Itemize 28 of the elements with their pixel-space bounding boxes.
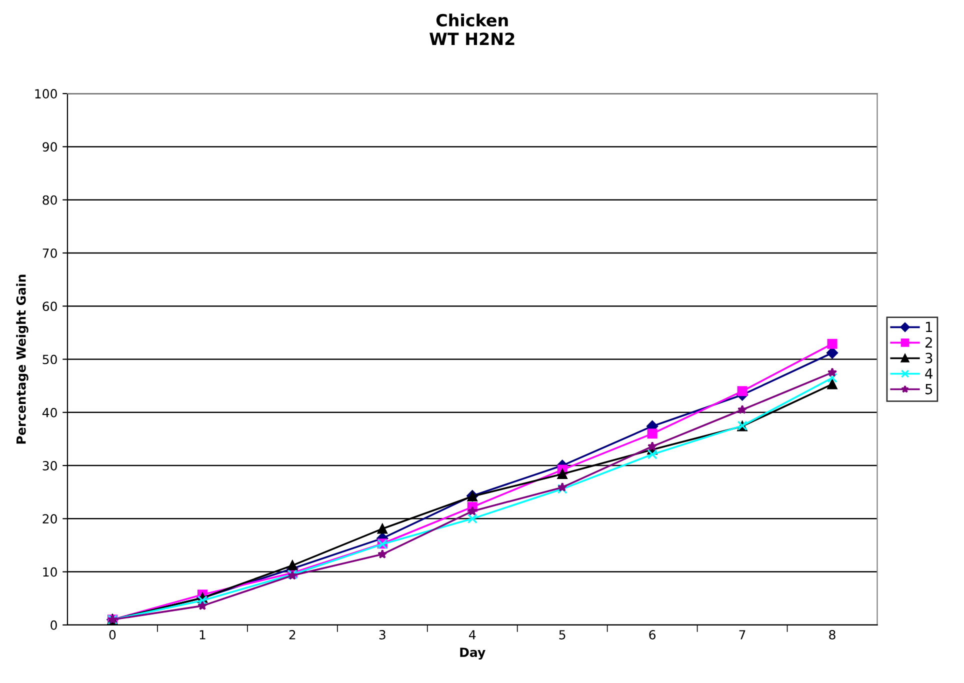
y-tick-label: 80 bbox=[42, 195, 57, 205]
x-tick-label: 7 bbox=[739, 630, 746, 640]
y-tick-label: 40 bbox=[42, 408, 57, 418]
y-tick-label: 100 bbox=[35, 89, 57, 98]
x-tick-label: 5 bbox=[559, 630, 566, 640]
x-tick-label: 4 bbox=[468, 630, 476, 640]
y-tick-label: 0 bbox=[50, 620, 57, 630]
x-tick-label: 1 bbox=[200, 630, 206, 640]
y-tick-label: 20 bbox=[42, 514, 57, 524]
chart-title: Chicken WT H2N2 bbox=[430, 14, 514, 45]
legend-label: 2 bbox=[925, 337, 932, 348]
y-tick-label: 50 bbox=[42, 354, 57, 364]
y-tick-label: 70 bbox=[42, 248, 57, 258]
y-tick-label: 10 bbox=[43, 567, 57, 577]
x-tick-label: 2 bbox=[289, 630, 296, 640]
legend-label: 1 bbox=[926, 322, 932, 332]
x-tick-label: 6 bbox=[649, 630, 656, 640]
legend-label: 4 bbox=[925, 368, 933, 379]
x-tick-label: 0 bbox=[109, 630, 116, 640]
legend-label: 5 bbox=[926, 384, 932, 394]
y-tick-label: 30 bbox=[42, 461, 57, 470]
x-tick-label: 3 bbox=[379, 630, 386, 640]
legend-label: 3 bbox=[926, 352, 932, 364]
y-tick-label: 60 bbox=[42, 302, 57, 312]
x-axis-title: Day bbox=[460, 648, 486, 660]
x-tick-label: 8 bbox=[829, 630, 836, 640]
y-tick-label: 90 bbox=[42, 142, 57, 152]
y-axis-title: Percentage Weight Gain bbox=[16, 274, 28, 444]
